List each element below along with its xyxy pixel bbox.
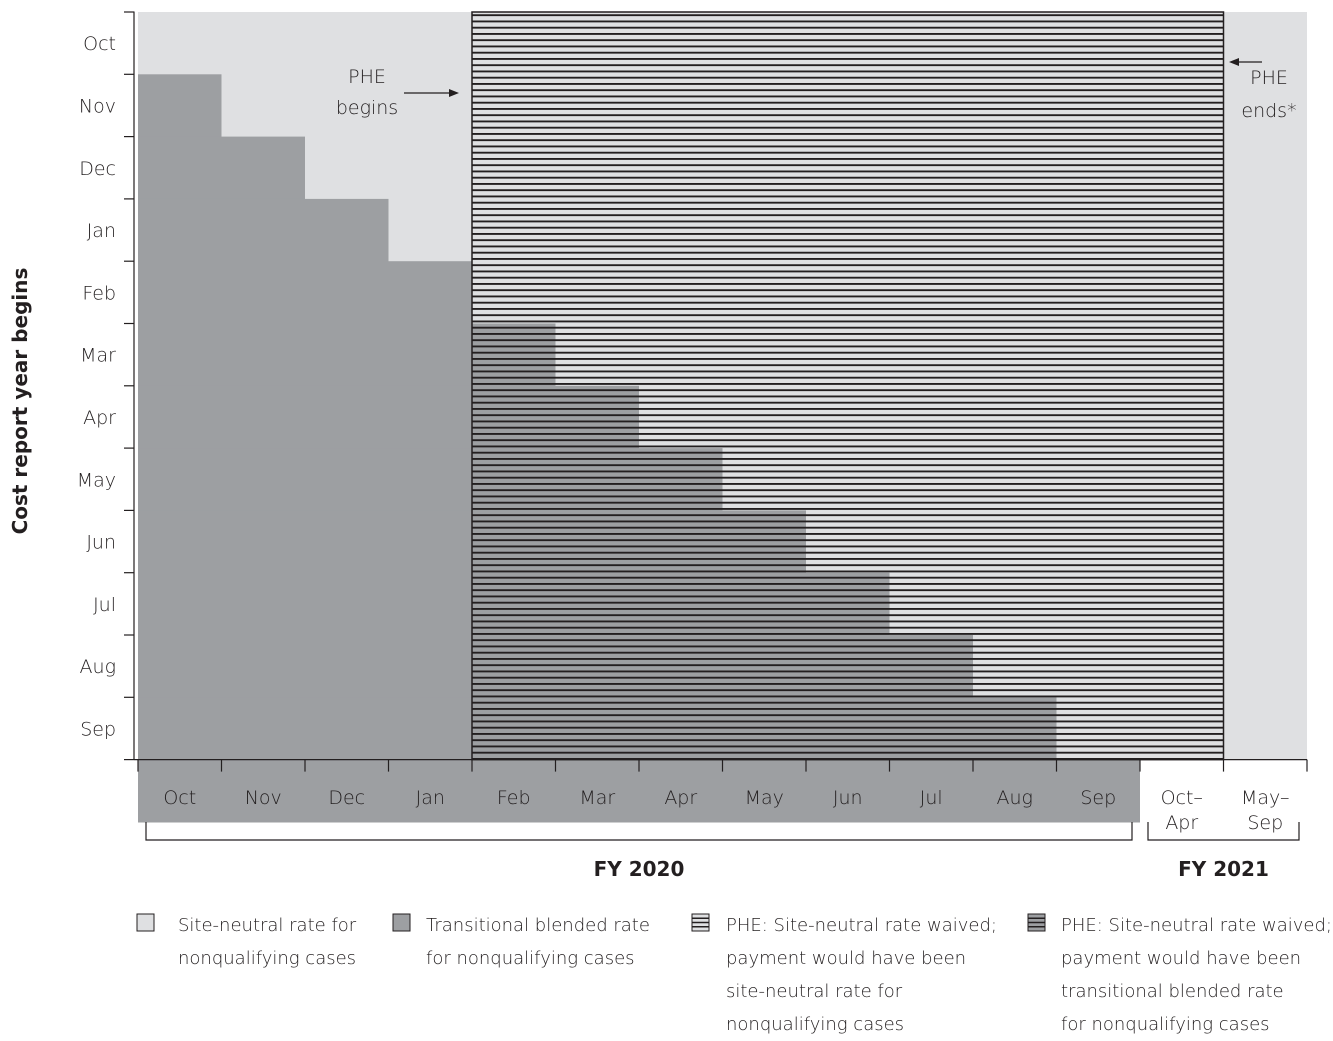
fiscal-year-label: FY 2020 [594, 857, 685, 881]
legend-item-site_neutral: Site-neutral rate for nonqualifying cases [178, 909, 356, 975]
legend-label-line: PHE: Site-neutral rate waived; [726, 915, 997, 936]
y-tick-label: Dec [79, 158, 116, 180]
axis-labels: Oct Nov Dec Jan Feb Mar Apr May Jun Jul Aug Sep Oct N… [77, 33, 1300, 881]
phe-ends-annotation: PHE [1250, 67, 1288, 89]
legend-swatches [136, 913, 1046, 932]
y-tick-label: Apr [83, 407, 116, 429]
blended-rate-bar-oct [138, 74, 222, 138]
blended-rate-bar-aug [138, 697, 1057, 761]
x-tick-label: Jan [416, 787, 445, 809]
legend-label-line: nonqualifying cases [726, 1014, 905, 1035]
y-tick-label: Oct [83, 33, 116, 55]
x-tick-label: May– [1241, 787, 1289, 809]
x-tick-label: Feb [497, 787, 531, 809]
x-tick-label: Nov [245, 787, 282, 809]
legend-label-line: PHE: Site-neutral rate waived; [1061, 915, 1332, 936]
x-tick-label: Dec [328, 787, 365, 809]
y-tick-label: Feb [82, 282, 116, 304]
bars-layer [138, 74, 1140, 823]
legend-item-phe_blended: PHE: Site-neutral rate waived; payment wo… [1061, 909, 1332, 1041]
phe-begins-annotation: begins [336, 97, 398, 119]
phe-ends-arrowhead [1229, 58, 1239, 66]
blended-rate-bar-nov [138, 136, 305, 200]
fiscal-year-bracket [1147, 822, 1300, 841]
fiscal-year-bracket [145, 822, 1133, 841]
legend-item-phe_site_neutral: PHE: Site-neutral rate waived; payment wo… [726, 909, 997, 1041]
phe-begins-annotation: PHE [348, 66, 386, 88]
y-tick-label: Nov [79, 95, 116, 117]
phe-hatching [471, 11, 1225, 761]
x-tick-label: Apr [1165, 812, 1198, 834]
y-tick-label: May [77, 469, 116, 491]
x-tick-label: May [745, 787, 784, 809]
y-tick-label: Jan [87, 220, 116, 242]
y-axis-title: Cost report year begins [8, 268, 32, 535]
axes [124, 11, 1308, 772]
legend-label-line: payment would have been [1061, 948, 1302, 969]
legend-label-line: Transitional blended rate [426, 915, 650, 936]
legend-swatch-site_neutral [136, 913, 155, 932]
fiscal-year-label: FY 2021 [1178, 857, 1269, 881]
legend-label-line: Site-neutral rate for [178, 915, 357, 936]
y-tick-label: Aug [80, 656, 116, 678]
blended-rate-bar-jul [138, 635, 973, 698]
blended-rate-bar-jan [138, 261, 472, 325]
legend-label-line: for nonqualifying cases [1061, 1014, 1270, 1035]
legend-label-line: transitional blended rate [1061, 981, 1284, 1002]
legend-label-line: site-neutral rate for [726, 981, 903, 1002]
x-tick-label: Apr [664, 787, 697, 809]
annotations: PHE begins PHE ends* [336, 58, 1297, 122]
y-tick-label: Sep [80, 718, 116, 740]
y-tick-label: Jun [86, 532, 116, 554]
blended-rate-bar-apr [138, 448, 723, 511]
legend-swatch-blended [392, 913, 411, 932]
y-tick-label: Jul [93, 594, 116, 616]
x-tick-label: Sep [1247, 812, 1283, 834]
x-tick-label: Oct [163, 787, 196, 809]
phe-ends-annotation: ends* [1241, 100, 1296, 122]
legend-label-line: payment would have been [726, 948, 967, 969]
x-tick-label: Jun [833, 787, 863, 809]
phe-begins-arrowhead [449, 89, 459, 97]
x-tick-label: Oct– [1161, 787, 1203, 809]
x-tick-label: Mar [579, 787, 615, 809]
y-tick-label: Mar [80, 345, 116, 367]
legend-item-blended: Transitional blended rate for nonqualifyi… [426, 909, 650, 975]
legend-label-line: nonqualifying cases [178, 948, 357, 969]
legend-label-line: for nonqualifying cases [426, 948, 635, 969]
blended-rate-bar-jun [138, 572, 890, 636]
x-tick-label: Jul [920, 787, 943, 809]
x-tick-label: Sep [1080, 787, 1116, 809]
x-tick-label: Aug [997, 787, 1033, 809]
blended-rate-bar-dec [138, 198, 389, 262]
